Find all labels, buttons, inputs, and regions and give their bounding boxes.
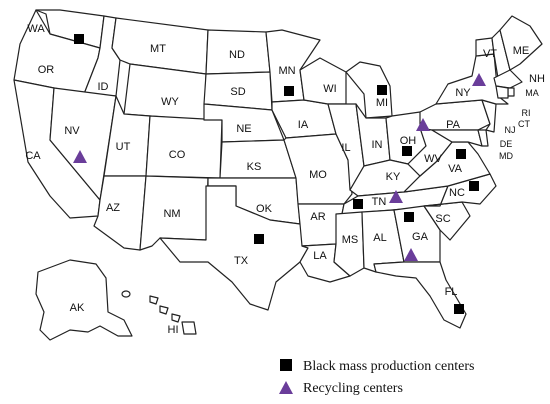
black-mass-marker-wa bbox=[74, 34, 84, 44]
label-or: OR bbox=[38, 64, 55, 76]
label-ms: MS bbox=[342, 234, 359, 246]
state-ct bbox=[495, 85, 509, 99]
black-mass-marker-va bbox=[456, 149, 466, 159]
label-de: DE bbox=[500, 139, 513, 149]
black-mass-marker-mi bbox=[377, 85, 387, 95]
label-ga: GA bbox=[412, 231, 429, 243]
state-labels: WA OR CA ID NV MT WY UT AZ CO NM ND SD N… bbox=[25, 23, 545, 336]
legend-black-mass-label: Black mass production centers bbox=[303, 359, 474, 374]
label-ca: CA bbox=[25, 150, 41, 162]
state-hi bbox=[149, 295, 197, 335]
black-mass-marker-fl bbox=[454, 304, 464, 314]
label-mi: MI bbox=[376, 97, 388, 109]
label-oh: OH bbox=[400, 135, 417, 147]
recycling-marker-tn bbox=[389, 190, 403, 203]
label-ne: NE bbox=[236, 123, 251, 135]
state-mi bbox=[345, 61, 393, 119]
state-shapes bbox=[13, 9, 543, 341]
label-mt: MT bbox=[150, 43, 166, 55]
recycling-marker-ny bbox=[472, 73, 486, 86]
legend-recycling-marker bbox=[279, 381, 293, 394]
label-tn: TN bbox=[372, 196, 387, 208]
label-id: ID bbox=[98, 81, 109, 93]
label-wi: WI bbox=[323, 83, 336, 95]
legend: Black mass production centers Recycling … bbox=[279, 359, 474, 396]
state-md bbox=[431, 129, 483, 147]
label-hi: HI bbox=[168, 324, 179, 336]
label-wy: WY bbox=[161, 96, 179, 108]
label-nj: NJ bbox=[505, 125, 516, 135]
label-in: IN bbox=[372, 139, 383, 151]
label-md: MD bbox=[499, 151, 513, 161]
label-nc: NC bbox=[449, 187, 465, 199]
label-nm: NM bbox=[163, 208, 180, 220]
label-ak: AK bbox=[70, 302, 85, 314]
black-mass-marker-mn bbox=[284, 86, 294, 96]
recycling-marker-oh bbox=[416, 118, 430, 131]
state-wy bbox=[123, 63, 207, 121]
state-ak bbox=[35, 259, 133, 341]
label-mo: MO bbox=[309, 169, 327, 181]
label-ok: OK bbox=[256, 203, 273, 215]
label-la: LA bbox=[313, 250, 327, 262]
label-nv: NV bbox=[64, 125, 80, 137]
legend-black-mass-marker bbox=[280, 359, 292, 371]
island-mark bbox=[121, 290, 131, 298]
label-ct: CT bbox=[518, 119, 530, 129]
black-mass-markers bbox=[74, 34, 479, 314]
state-fl bbox=[373, 261, 467, 329]
state-tx bbox=[159, 185, 309, 311]
recycling-marker-ga bbox=[404, 248, 418, 261]
black-mass-marker-ga bbox=[404, 212, 414, 222]
label-al: AL bbox=[373, 232, 386, 244]
label-ri: RI bbox=[522, 108, 531, 118]
state-ma bbox=[493, 69, 523, 89]
label-ky: KY bbox=[386, 171, 401, 183]
black-mass-marker-oh bbox=[402, 146, 412, 156]
state-ri bbox=[507, 87, 515, 97]
label-nh: NH bbox=[529, 73, 545, 85]
legend-recycling-label: Recycling centers bbox=[303, 381, 403, 396]
label-mn: MN bbox=[278, 65, 295, 77]
state-ny bbox=[435, 53, 509, 105]
label-az: AZ bbox=[106, 202, 120, 214]
label-fl: FL bbox=[445, 286, 458, 298]
black-mass-marker-nc bbox=[469, 181, 479, 191]
label-ny: NY bbox=[455, 87, 471, 99]
label-ar: AR bbox=[310, 211, 325, 223]
label-nd: ND bbox=[229, 49, 245, 61]
label-wv: WV bbox=[424, 153, 442, 165]
label-ma: MA bbox=[525, 88, 539, 98]
state-co bbox=[145, 115, 223, 179]
label-pa: PA bbox=[446, 119, 461, 131]
label-tx: TX bbox=[234, 255, 249, 267]
black-mass-marker-tn bbox=[353, 199, 363, 209]
label-sd: SD bbox=[230, 86, 245, 98]
label-me: ME bbox=[513, 45, 530, 57]
state-wi bbox=[299, 57, 347, 105]
label-ut: UT bbox=[116, 141, 131, 153]
label-ks: KS bbox=[247, 161, 262, 173]
recycling-markers bbox=[73, 73, 486, 261]
black-mass-marker-tx bbox=[254, 234, 264, 244]
label-va: VA bbox=[448, 163, 463, 175]
label-co: CO bbox=[169, 149, 186, 161]
label-wa: WA bbox=[27, 23, 45, 35]
label-ia: IA bbox=[298, 119, 309, 131]
label-vt: VT bbox=[483, 48, 497, 60]
recycling-marker-nv bbox=[73, 150, 87, 163]
label-sc: SC bbox=[435, 213, 450, 225]
state-de bbox=[477, 129, 489, 147]
label-il: IL bbox=[341, 142, 350, 154]
